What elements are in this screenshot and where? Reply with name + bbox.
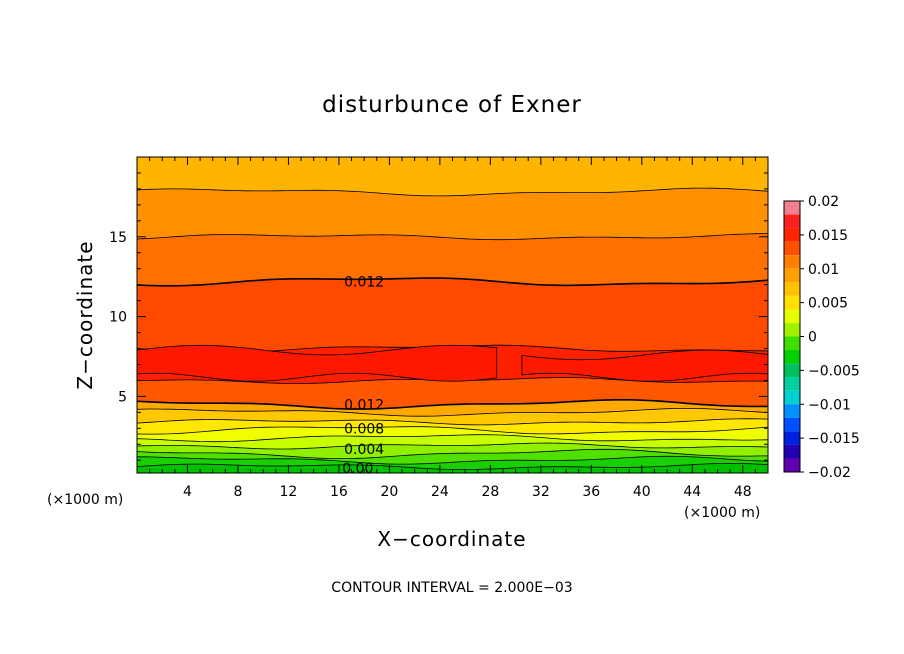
contour-line-4 xyxy=(136,434,769,443)
contour-line-1 xyxy=(137,455,769,465)
colorbar-label: 0 xyxy=(808,330,817,346)
x-axis-label: X−coordinate xyxy=(377,527,526,551)
colorbar-label: −0.01 xyxy=(808,397,851,413)
colorbar-swatch xyxy=(784,268,800,283)
x-tick-label: 44 xyxy=(683,484,701,500)
y-tick-label: 10 xyxy=(109,310,127,326)
colorbar-swatch xyxy=(784,336,800,351)
contour-line-8 xyxy=(136,399,768,410)
contour-band-0 xyxy=(137,463,768,473)
x-tick-label: 40 xyxy=(633,484,651,500)
colorbar-swatch xyxy=(784,363,800,378)
x-tick-label: 8 xyxy=(233,484,242,500)
contour-line-3 xyxy=(136,442,769,450)
contour-lobe-left xyxy=(136,344,498,382)
x-tick-label: 4 xyxy=(183,484,192,500)
x-tick-label: 36 xyxy=(582,484,600,500)
colorbar-swatch xyxy=(784,241,800,256)
contour-line-11 xyxy=(136,277,769,287)
y-tick-label: 5 xyxy=(118,389,127,405)
colorbar-swatch xyxy=(784,444,800,459)
contour-line-13 xyxy=(136,187,769,197)
colorbar-swatch xyxy=(784,228,800,242)
colorbar-label: −0.02 xyxy=(808,465,851,481)
colorbar-swatch xyxy=(784,309,800,323)
contour-label-4: 0.00 xyxy=(342,461,373,477)
x-tick-label: 28 xyxy=(481,484,499,500)
colorbar-label: −0.005 xyxy=(808,363,860,379)
contour-interval-note: CONTOUR INTERVAL = 2.000E−03 xyxy=(331,580,572,596)
colorbar-label: 0.02 xyxy=(808,194,839,210)
colorbar-label: 0.005 xyxy=(808,296,848,312)
contour-line-5 xyxy=(136,426,769,435)
x-tick-label: 48 xyxy=(734,484,752,500)
y-axis-label: Z−coordinate xyxy=(73,240,97,389)
colorbar-label: −0.015 xyxy=(808,431,860,447)
contour-label-0: 0.012 xyxy=(344,274,384,290)
colorbar-swatch xyxy=(784,214,800,229)
contour-label-1: 0.012 xyxy=(344,397,384,413)
contour-line-6 xyxy=(136,418,769,426)
colorbar-swatch xyxy=(784,417,800,432)
chart-title: disturbunce of Exner xyxy=(322,92,582,118)
colorbar-swatch xyxy=(784,458,800,472)
colorbar-swatch xyxy=(784,431,800,445)
colorbar-swatch xyxy=(784,295,800,310)
x-tick-label: 20 xyxy=(380,484,398,500)
colorbar-swatch xyxy=(784,350,800,364)
contour-line-12 xyxy=(136,233,768,241)
contour-line-2 xyxy=(136,448,768,459)
colorbar-swatch xyxy=(784,404,800,418)
colorbar: 0.02 0.015 0.01 0.005 0 −0.005 −0.01 −0.015 −0.0… xyxy=(783,194,860,481)
contour-label-3: 0.004 xyxy=(344,442,384,458)
colorbar-swatch xyxy=(784,322,800,337)
contour-line-7 xyxy=(136,408,769,417)
colorbar-swatch xyxy=(784,390,800,405)
colorbar-label: 0.015 xyxy=(808,228,848,244)
colorbar-swatch xyxy=(784,201,800,215)
x-tick-label: 24 xyxy=(431,484,449,500)
y-unit-label: (×1000 m) xyxy=(47,492,123,508)
x-tick-label: 16 xyxy=(330,484,348,500)
x-unit-label: (×1000 m) xyxy=(684,505,760,521)
colorbar-swatch xyxy=(784,282,800,296)
colorbar-swatch xyxy=(784,377,800,391)
y-tick-label: 15 xyxy=(109,230,127,246)
contour-label-2: 0.008 xyxy=(344,421,384,437)
colorbar-swatch xyxy=(784,255,800,269)
x-tick-label: 32 xyxy=(532,484,550,500)
x-tick-label: 12 xyxy=(280,484,298,500)
colorbar-label: 0.01 xyxy=(808,262,839,278)
